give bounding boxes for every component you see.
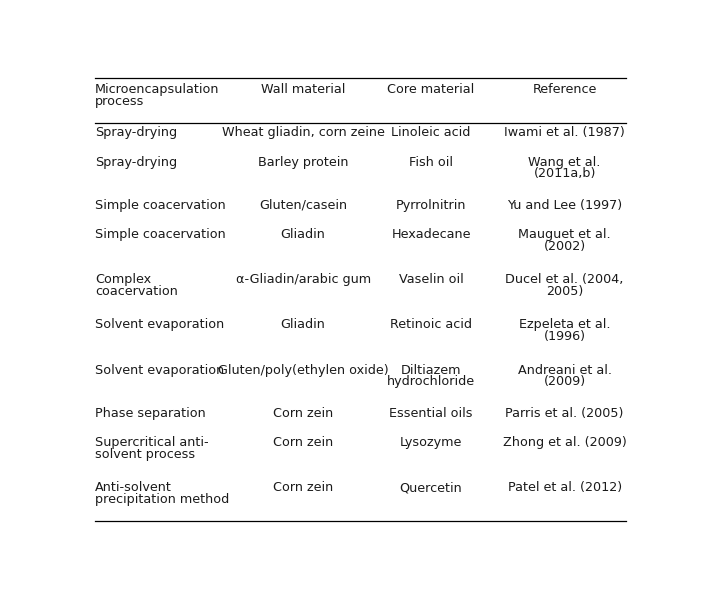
Text: Retinoic acid: Retinoic acid	[390, 318, 472, 331]
Text: Diltiazem: Diltiazem	[401, 364, 461, 377]
Text: Reference: Reference	[532, 84, 597, 97]
Text: Corn zein: Corn zein	[273, 407, 333, 420]
Text: Solvent evaporation: Solvent evaporation	[95, 364, 224, 377]
Text: Fish oil: Fish oil	[409, 156, 453, 169]
Text: Corn zein: Corn zein	[273, 481, 333, 494]
Text: Solvent evaporation: Solvent evaporation	[95, 318, 224, 331]
Text: process: process	[95, 95, 144, 108]
Text: Spray-drying: Spray-drying	[95, 156, 177, 169]
Text: Pyrrolnitrin: Pyrrolnitrin	[396, 199, 466, 212]
Text: Linoleic acid: Linoleic acid	[392, 126, 471, 139]
Text: Anti-solvent: Anti-solvent	[95, 481, 172, 494]
Text: Essential oils: Essential oils	[389, 407, 473, 420]
Text: Wang et al.: Wang et al.	[529, 156, 601, 169]
Text: Quercetin: Quercetin	[400, 481, 463, 494]
Text: Supercritical anti-: Supercritical anti-	[95, 436, 209, 449]
Text: Vaselin oil: Vaselin oil	[399, 273, 463, 286]
Text: Complex: Complex	[95, 273, 151, 286]
Text: precipitation method: precipitation method	[95, 493, 229, 506]
Text: Hexadecane: Hexadecane	[392, 228, 471, 241]
Text: Simple coacervation: Simple coacervation	[95, 228, 226, 241]
Text: (2002): (2002)	[543, 240, 586, 253]
Text: α-Gliadin/arabic gum: α-Gliadin/arabic gum	[236, 273, 370, 286]
Text: Ducel et al. (2004,: Ducel et al. (2004,	[505, 273, 624, 286]
Text: (1996): (1996)	[543, 330, 586, 343]
Text: Patel et al. (2012): Patel et al. (2012)	[508, 481, 621, 494]
Text: Gluten/casein: Gluten/casein	[259, 199, 347, 212]
Text: Microencapsulation: Microencapsulation	[95, 84, 219, 97]
Text: (2009): (2009)	[543, 375, 586, 388]
Text: Simple coacervation: Simple coacervation	[95, 199, 226, 212]
Text: Gliadin: Gliadin	[280, 318, 325, 331]
Text: Zhong et al. (2009): Zhong et al. (2009)	[503, 436, 626, 449]
Text: Yu and Lee (1997): Yu and Lee (1997)	[507, 199, 622, 212]
Text: Gluten/poly(ethylen oxide): Gluten/poly(ethylen oxide)	[218, 364, 388, 377]
Text: hydrochloride: hydrochloride	[387, 375, 475, 388]
Text: coacervation: coacervation	[95, 285, 178, 298]
Text: Wheat gliadin, corn zeine: Wheat gliadin, corn zeine	[221, 126, 385, 139]
Text: Lysozyme: Lysozyme	[400, 436, 463, 449]
Text: Andreani et al.: Andreani et al.	[517, 364, 612, 377]
Text: Iwami et al. (1987): Iwami et al. (1987)	[504, 126, 625, 139]
Text: Mauguet et al.: Mauguet et al.	[518, 228, 611, 241]
Text: Core material: Core material	[387, 84, 475, 97]
Text: solvent process: solvent process	[95, 448, 195, 461]
Text: Parris et al. (2005): Parris et al. (2005)	[505, 407, 624, 420]
Text: Spray-drying: Spray-drying	[95, 126, 177, 139]
Text: Ezpeleta et al.: Ezpeleta et al.	[519, 318, 610, 331]
Text: Wall material: Wall material	[261, 84, 345, 97]
Text: Barley protein: Barley protein	[258, 156, 348, 169]
Text: Phase separation: Phase separation	[95, 407, 206, 420]
Text: Corn zein: Corn zein	[273, 436, 333, 449]
Text: Gliadin: Gliadin	[280, 228, 325, 241]
Text: 2005): 2005)	[546, 285, 583, 298]
Text: (2011a,b): (2011a,b)	[534, 167, 595, 180]
